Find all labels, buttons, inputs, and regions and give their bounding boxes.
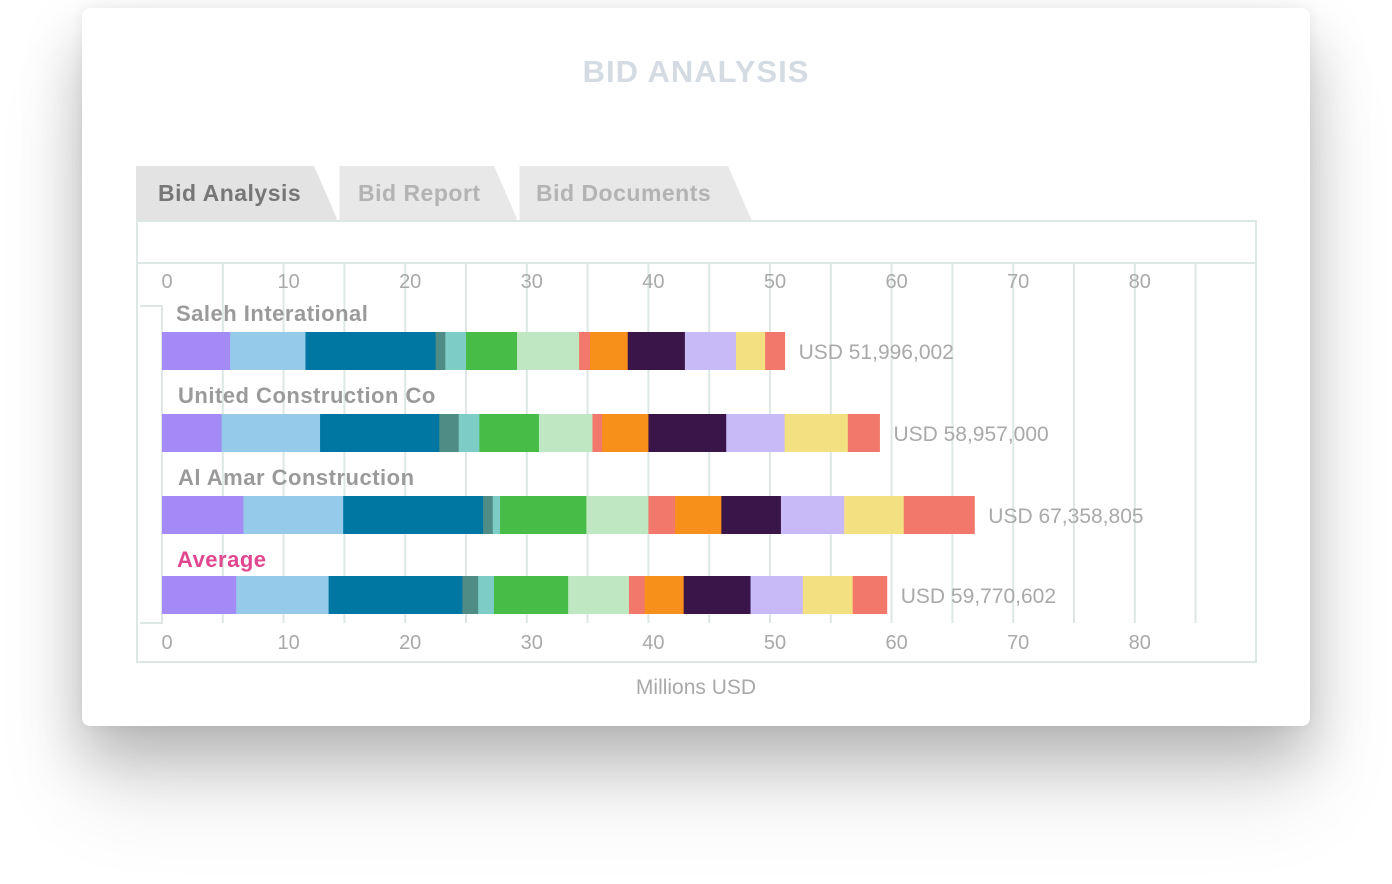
bar-segment — [844, 496, 905, 534]
bidder-label: Average — [177, 547, 267, 572]
bar-segment — [343, 496, 484, 534]
x-tick-label-top: 30 — [521, 271, 543, 293]
bar-segment — [628, 576, 646, 614]
x-tick-label-top: 20 — [399, 271, 421, 293]
bar-segment — [765, 332, 786, 370]
bar-segment — [675, 496, 722, 534]
chart-panel: 0 0 10 10 20 20 30 30 40 40 50 50 60 60 70 70 80 80 Saleh … — [136, 220, 1257, 663]
x-tick-label-bottom: 80 — [1129, 632, 1151, 654]
tab-bid-documents[interactable]: Bid Documents — [514, 166, 744, 221]
x-tick-label-bottom: 70 — [1007, 632, 1029, 654]
bid-total-label: USD 59,770,602 — [901, 585, 1056, 608]
bar-segment — [162, 332, 231, 370]
bar-segment — [320, 414, 440, 452]
chart-header-strip — [138, 222, 1255, 264]
bar-segment — [478, 576, 495, 614]
bid-total-label: USD 67,358,805 — [988, 505, 1143, 528]
bar-segment — [462, 576, 479, 614]
tab-bid-report-label: Bid Report — [358, 180, 481, 206]
bar-segment — [328, 576, 463, 614]
bar-segment — [243, 496, 344, 534]
tab-shapes — [136, 166, 752, 221]
bar-segment — [852, 576, 888, 614]
bidder-label: Saleh Interational — [176, 301, 368, 326]
x-axis-title: Millions USD — [635, 676, 757, 699]
tab-bid-report[interactable]: Bid Report — [336, 166, 516, 221]
bar-segment — [579, 332, 591, 370]
bar-segment — [648, 414, 727, 452]
stacked-bar-chart: 0 0 10 10 20 20 30 30 40 40 50 50 60 60 70 70 80 80 Saleh … — [140, 264, 1197, 654]
bar-segment — [750, 576, 804, 614]
x-tick-label-bottom: 0 — [161, 632, 172, 654]
x-tick-label-top: 0 — [161, 271, 172, 293]
bar-segment — [483, 496, 494, 534]
bidder-label: United Construction Co — [178, 383, 436, 408]
x-tick-label-bottom: 50 — [764, 632, 786, 654]
bar-segment — [602, 414, 649, 452]
bid-total-label: USD 51,996,002 — [799, 341, 954, 364]
bar-segment — [903, 496, 975, 534]
bar-segment — [458, 414, 480, 452]
tab-bid-report-shape — [338, 166, 518, 221]
bar-segment — [500, 496, 587, 534]
bar-segment — [492, 496, 501, 534]
tab-bid-analysis-shape — [136, 166, 338, 221]
bar-segment — [592, 414, 603, 452]
bar-segment — [439, 414, 460, 452]
bar-segment — [802, 576, 854, 614]
x-tick-label-top: 70 — [1007, 271, 1029, 293]
bar-segment — [479, 414, 540, 452]
tab-bid-analysis[interactable]: Bid Analysis — [136, 166, 326, 221]
x-tick-label-top: 10 — [277, 271, 299, 293]
bar-segment — [586, 496, 649, 534]
x-tick-label-bottom: 30 — [521, 632, 543, 654]
tab-bid-analysis-label: Bid Analysis — [158, 180, 302, 206]
bar-segment — [230, 332, 306, 370]
bar-segment — [735, 332, 766, 370]
bar-segment — [435, 332, 446, 370]
bar-segment — [445, 332, 467, 370]
x-tick-label-bottom: 60 — [885, 632, 907, 654]
x-tick-label-top: 50 — [764, 271, 786, 293]
bid-total-label: USD 58,957,000 — [893, 423, 1048, 446]
bar-segment — [683, 576, 752, 614]
x-tick-label-top: 80 — [1129, 271, 1151, 293]
bar-segment — [780, 496, 845, 534]
x-tick-label-top: 60 — [885, 271, 907, 293]
tab-bid-documents-label: Bid Documents — [536, 180, 712, 206]
bar-segment — [162, 576, 237, 614]
y-axis-bracket — [140, 305, 163, 624]
bar-segment — [538, 414, 593, 452]
bar-segment — [644, 576, 685, 614]
bar-segment — [590, 332, 629, 370]
bar-segment — [305, 332, 437, 370]
bar-segment — [236, 576, 330, 614]
bar-segment — [517, 332, 580, 370]
bar-segment — [726, 414, 786, 452]
bar-segment — [784, 414, 849, 452]
bar-segment — [684, 332, 737, 370]
x-tick-label-bottom: 40 — [642, 632, 664, 654]
bar-segment — [162, 496, 244, 534]
x-tick-label-top: 40 — [642, 271, 664, 293]
bar-segment — [162, 414, 223, 452]
tab-bid-documents-shape — [518, 166, 752, 221]
bidder-label: Al Amar Construction — [178, 465, 415, 490]
bar-segment — [847, 414, 880, 452]
bar-segment — [221, 414, 321, 452]
x-tick-label-bottom: 10 — [277, 632, 299, 654]
bar-segment — [568, 576, 630, 614]
bar-segment — [721, 496, 782, 534]
page-title: BID ANALYSIS — [582, 54, 810, 89]
bar-segment — [493, 576, 569, 614]
bar-segment — [648, 496, 676, 534]
x-tick-label-bottom: 20 — [399, 632, 421, 654]
bar-segment — [627, 332, 686, 370]
bar-segment — [466, 332, 518, 370]
